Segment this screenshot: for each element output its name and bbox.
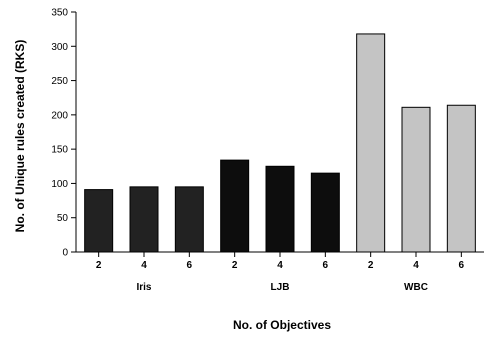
group-label-wbc: WBC	[404, 282, 428, 293]
y-tick-label: 200	[51, 110, 68, 121]
group-label-ljb: LJB	[271, 282, 290, 293]
bar-iris-6	[174, 186, 204, 253]
bar-wbc-4	[401, 106, 431, 253]
x-tick-label: 6	[323, 260, 329, 271]
x-tick-label: 2	[232, 260, 238, 271]
x-tick-label: 4	[413, 260, 419, 271]
y-tick-label: 0	[62, 248, 68, 259]
y-tick-label: 100	[51, 179, 68, 190]
group-label-iris: Iris	[136, 282, 151, 293]
bar-ljb-6	[310, 172, 340, 253]
plot-area: 0 50 100 150 200 250 300 350 2 4 6 Iris 2 4 6 LJB 2 4 6 WBC	[51, 8, 484, 293]
x-tick-label: 4	[141, 260, 147, 271]
y-tick-label: 150	[51, 145, 68, 156]
bar-wbc-2	[356, 33, 386, 253]
x-tick-label: 2	[368, 260, 374, 271]
bar-iris-2	[84, 189, 114, 253]
y-tick-label: 350	[51, 8, 68, 19]
x-axis-title: No. of Objectives	[233, 318, 331, 332]
bar-ljb-4	[265, 165, 295, 253]
y-tick-label: 300	[51, 42, 68, 53]
y-tick-label: 50	[57, 213, 69, 224]
x-tick-label: 2	[96, 260, 102, 271]
y-axis-title: No. of Unique rules created (RKS)	[13, 40, 27, 233]
x-tick-label: 6	[459, 260, 465, 271]
x-tick-label: 6	[187, 260, 193, 271]
bar-wbc-6	[446, 104, 476, 253]
x-tick-label: 4	[277, 260, 283, 271]
bar-ljb-2	[220, 159, 250, 253]
y-tick-label: 250	[51, 76, 68, 87]
bar-iris-4	[129, 186, 159, 253]
